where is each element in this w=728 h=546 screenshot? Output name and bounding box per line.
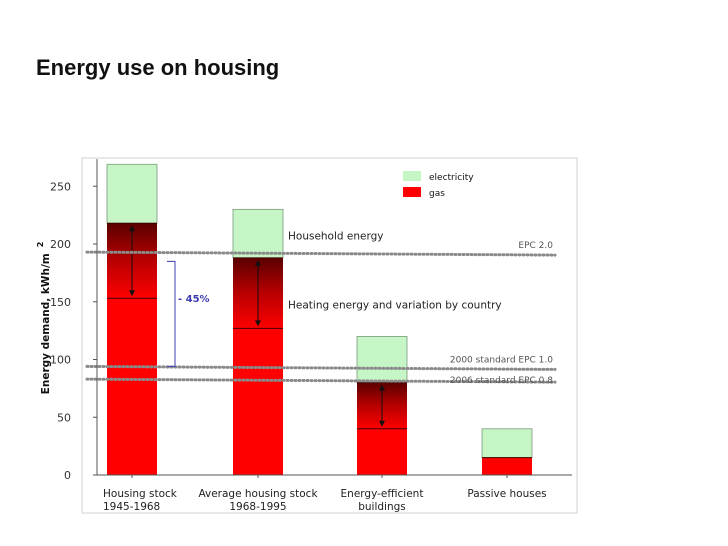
category-label-sub: 1968-1995	[229, 501, 286, 513]
y-axis-label-superscript: 2	[36, 242, 45, 248]
variation-arrow-head-down	[255, 320, 261, 327]
reference-line-label: EPC 2.0	[518, 241, 553, 251]
category-label: Average housing stock	[198, 488, 318, 500]
reduction-bracket	[167, 260, 176, 367]
category-label-sub: buildings	[358, 501, 406, 513]
reference-line-label: 2000 standard EPC 1.0	[450, 355, 553, 365]
y-tick-label: 0	[64, 469, 71, 482]
category-label-sub: 1945-1968	[103, 501, 160, 513]
bar-gas-base	[357, 428, 407, 475]
reference-line	[85, 364, 557, 371]
legend-label: gas	[429, 189, 445, 199]
y-tick-label: 250	[50, 180, 71, 193]
bar-gas	[482, 457, 532, 475]
variation-arrow-head-down	[129, 290, 135, 297]
legend-swatch	[403, 187, 421, 197]
variation-arrow-head-up	[255, 259, 261, 266]
reference-line-label: 2006 standard EPC 0.8	[450, 376, 553, 386]
bar-electricity	[356, 335, 408, 383]
annotation-household: Household energy	[288, 230, 384, 242]
legend-label: electricity	[429, 173, 474, 183]
y-axis-label-text: Energy demand, kWh/m	[40, 253, 52, 394]
y-axis-label: Energy demand, kWh/m 2	[36, 242, 52, 395]
y-tick-label: 200	[50, 238, 71, 251]
y-tick-label: 150	[50, 296, 71, 309]
slide-title: Energy use on housing	[36, 55, 280, 80]
y-tick-label: 50	[57, 411, 71, 424]
variation-arrow-head-up	[379, 384, 385, 391]
variation-arrow-head-up	[129, 225, 135, 232]
variation-arrow-head-down	[379, 420, 385, 427]
annotation-heating: Heating energy and variation by country	[288, 300, 502, 312]
category-label: Housing stock	[103, 488, 178, 500]
bar-electricity	[232, 208, 284, 259]
reference-line	[85, 250, 557, 257]
category-label: Passive houses	[467, 488, 546, 500]
bar-gas-base	[233, 328, 283, 475]
legend-swatch	[403, 171, 421, 181]
annotation-reduction: - 45%	[178, 294, 210, 305]
bar-gas-base	[107, 298, 157, 475]
y-tick-label: 100	[50, 354, 71, 367]
reference-line	[85, 377, 557, 384]
category-label: Energy-efficient	[341, 488, 424, 500]
bar-electricity	[106, 163, 158, 224]
bar-electricity	[481, 428, 533, 459]
